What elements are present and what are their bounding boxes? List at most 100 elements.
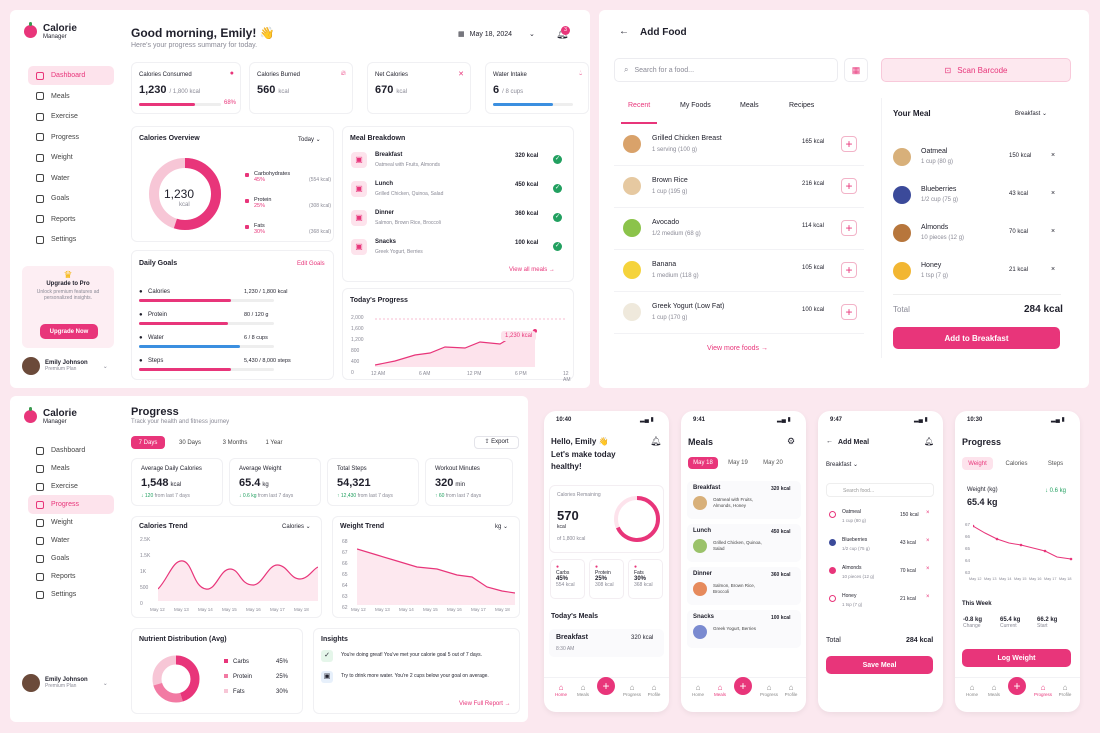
food-row[interactable]: Brown Rice 1 cup (195 g) 216 kcal +	[614, 172, 864, 208]
sidebar-item-dashboard[interactable]: Dashboard	[28, 441, 114, 460]
meal-search-input[interactable]: Search food...	[826, 483, 934, 497]
tab-recipes[interactable]: Recipes	[789, 102, 815, 109]
bottom-nav-profile[interactable]: ⌂ Profile	[1056, 683, 1074, 697]
sidebar-item-weight[interactable]: Weight	[28, 148, 114, 167]
meal-card[interactable]: Breakfast 8:30 AM 320 kcal	[549, 629, 664, 657]
meal-type-select[interactable]: Breakfast ⌄	[826, 462, 859, 468]
weight-trend-filter[interactable]: kg ⌄	[495, 524, 509, 530]
cal-trend-filter[interactable]: Calories ⌄	[282, 524, 311, 530]
metric-tab[interactable]: Weight	[962, 457, 993, 470]
add-to-breakfast-button[interactable]: Add to Breakfast	[893, 327, 1060, 349]
sidebar-item-settings[interactable]: Settings	[28, 585, 114, 604]
sidebar-item-settings[interactable]: Settings	[28, 230, 114, 249]
sidebar-item-progress[interactable]: Progress	[28, 128, 114, 147]
add-meal-item[interactable]: Honey 1 tsp (7 g) 21 kcal ×	[826, 591, 934, 615]
add-meal-item[interactable]: Blueberries 1/2 cup (75 g) 43 kcal ×	[826, 535, 934, 559]
bottom-nav-home[interactable]: ⌂ Home	[963, 683, 981, 697]
view-full-report-link[interactable]: View Full Report →	[459, 701, 511, 707]
overview-filter[interactable]: Today ⌄	[298, 137, 321, 143]
bottom-nav-profile[interactable]: ⌂ Profile	[782, 683, 800, 697]
bottom-nav-profile[interactable]: ⌂ Profile	[645, 683, 663, 697]
filter-button[interactable]: ▦	[844, 58, 868, 82]
log-weight-button[interactable]: Log Weight	[962, 649, 1071, 667]
add-food-plus-icon[interactable]: +	[841, 220, 857, 236]
save-meal-button[interactable]: Save Meal	[826, 656, 933, 674]
bottom-nav-home[interactable]: ⌂ Home	[552, 683, 570, 697]
add-food-plus-icon[interactable]: +	[841, 136, 857, 152]
meal-card[interactable]: Dinner Salmon, Brown Rice, Broccoli 360 …	[687, 567, 801, 605]
sidebar-item-water[interactable]: Water	[28, 531, 114, 550]
add-fab-button[interactable]: +	[734, 677, 752, 695]
sidebar-item-dashboard[interactable]: Dashboard	[28, 66, 114, 85]
view-all-meals-link[interactable]: View all meals →	[509, 267, 555, 273]
remove-icon[interactable]: ×	[1051, 190, 1056, 197]
period-tab[interactable]: 7 Days	[131, 436, 165, 449]
add-food-plus-icon[interactable]: +	[841, 178, 857, 194]
user-profile[interactable]: Emily Johnson Premium Plan ⌄	[22, 357, 108, 375]
metric-tab[interactable]: Steps	[1047, 460, 1064, 467]
bottom-nav-progress[interactable]: ⌂ Progress	[1034, 683, 1053, 697]
bottom-nav-progress[interactable]: ⌂ Progress	[623, 683, 642, 697]
add-fab-button[interactable]: +	[597, 677, 615, 695]
day-tab[interactable]: May 18	[688, 457, 718, 469]
sidebar-item-progress[interactable]: Progress	[28, 495, 114, 514]
bottom-nav-progress[interactable]: ⌂ Progress	[760, 683, 779, 697]
view-more-foods-link[interactable]: View more foods →	[707, 345, 768, 352]
breakdown-row[interactable]: ▣ Snacks Greek Yogurt, Berries 100 kcal …	[351, 236, 563, 260]
add-fab-button[interactable]: +	[1008, 677, 1026, 695]
bottom-nav-home[interactable]: ⌂ Home	[689, 683, 707, 697]
upgrade-button[interactable]: Upgrade Now	[40, 324, 98, 339]
meal-select[interactable]: Breakfast ⌄	[1015, 111, 1048, 117]
tab-my-foods[interactable]: My Foods	[680, 102, 711, 109]
sidebar-item-meals[interactable]: Meals	[28, 459, 114, 478]
food-row[interactable]: Grilled Chicken Breast 1 serving (100 g)…	[614, 130, 864, 166]
sidebar-item-water[interactable]: Water	[28, 169, 114, 188]
sidebar-item-meals[interactable]: Meals	[28, 87, 114, 106]
sidebar-item-reports[interactable]: Reports	[28, 210, 114, 229]
bell-icon[interactable]: 🔔︎	[650, 436, 662, 446]
gear-icon[interactable]: ⚙	[787, 436, 796, 446]
remove-icon[interactable]: ×	[1051, 228, 1056, 235]
bottom-nav-meals[interactable]: ⌂ Meals	[574, 683, 592, 697]
meal-card[interactable]: Breakfast Oatmeal with Fruits, Almonds, …	[687, 481, 801, 519]
add-food-plus-icon[interactable]: +	[841, 262, 857, 278]
brand[interactable]: Calorie Manager	[24, 22, 77, 40]
breakdown-row[interactable]: ▣ Lunch Grilled Chicken, Quinoa, Salad 4…	[351, 178, 563, 202]
sidebar-item-exercise[interactable]: Exercise	[28, 477, 114, 496]
food-row[interactable]: Avocado 1/2 medium (68 g) 114 kcal +	[614, 214, 864, 250]
day-tab[interactable]: May 20	[763, 460, 783, 466]
user-profile[interactable]: Emily Johnson Premium Plan ⌄	[22, 674, 108, 692]
food-row[interactable]: Banana 1 medium (118 g) 105 kcal +	[614, 256, 864, 292]
bottom-nav-meals[interactable]: ⌂ Meals	[711, 683, 729, 697]
tab-meals[interactable]: Meals	[740, 102, 759, 109]
tab-recent[interactable]: Recent	[628, 102, 651, 109]
food-row[interactable]: Greek Yogurt (Low Fat) 1 cup (170 g) 100…	[614, 298, 864, 334]
add-food-plus-icon[interactable]: +	[841, 304, 857, 320]
sidebar-item-goals[interactable]: Goals	[28, 189, 114, 208]
back-arrow-icon[interactable]: ←	[619, 26, 629, 37]
metric-tab[interactable]: Calories	[1005, 460, 1028, 467]
breakdown-row[interactable]: ▣ Dinner Salmon, Brown Rice, Broccoli 36…	[351, 207, 563, 231]
meal-card[interactable]: Snacks Greek Yogurt, Berries 100 kcal	[687, 610, 801, 648]
edit-goals-link[interactable]: Edit Goals	[297, 261, 325, 267]
sidebar-item-weight[interactable]: Weight	[28, 513, 114, 532]
back-arrow-icon[interactable]: ←	[826, 438, 833, 445]
period-tab[interactable]: 30 Days	[178, 439, 201, 446]
bottom-nav-meals[interactable]: ⌂ Meals	[985, 683, 1003, 697]
sidebar-item-exercise[interactable]: Exercise	[28, 107, 114, 126]
bell-icon[interactable]: 🔔︎	[556, 29, 569, 40]
scan-barcode-button[interactable]: ⊡ Scan Barcode	[881, 58, 1071, 82]
remove-icon[interactable]: ×	[1051, 152, 1056, 159]
meal-card[interactable]: Lunch Grilled Chicken, Quinoa, Salad 450…	[687, 524, 801, 562]
food-search-input[interactable]: ⌕ Search for a food...	[614, 58, 838, 82]
period-tab[interactable]: 1 Year	[265, 439, 283, 446]
date-picker[interactable]: ▦ May 18, 2024 ⌄	[458, 30, 535, 39]
add-meal-item[interactable]: Almonds 10 pieces (12 g) 70 kcal ×	[826, 563, 934, 587]
export-button[interactable]: ⇪ Export	[474, 436, 519, 449]
sidebar-item-reports[interactable]: Reports	[28, 567, 114, 586]
sidebar-item-goals[interactable]: Goals	[28, 549, 114, 568]
add-meal-item[interactable]: Oatmeal 1 cup (80 g) 150 kcal ×	[826, 507, 934, 531]
period-tab[interactable]: 3 Months	[222, 439, 248, 446]
breakdown-row[interactable]: ▣ Breakfast Oatmeal with Fruits, Almonds…	[351, 149, 563, 173]
day-tab[interactable]: May 19	[728, 460, 748, 466]
